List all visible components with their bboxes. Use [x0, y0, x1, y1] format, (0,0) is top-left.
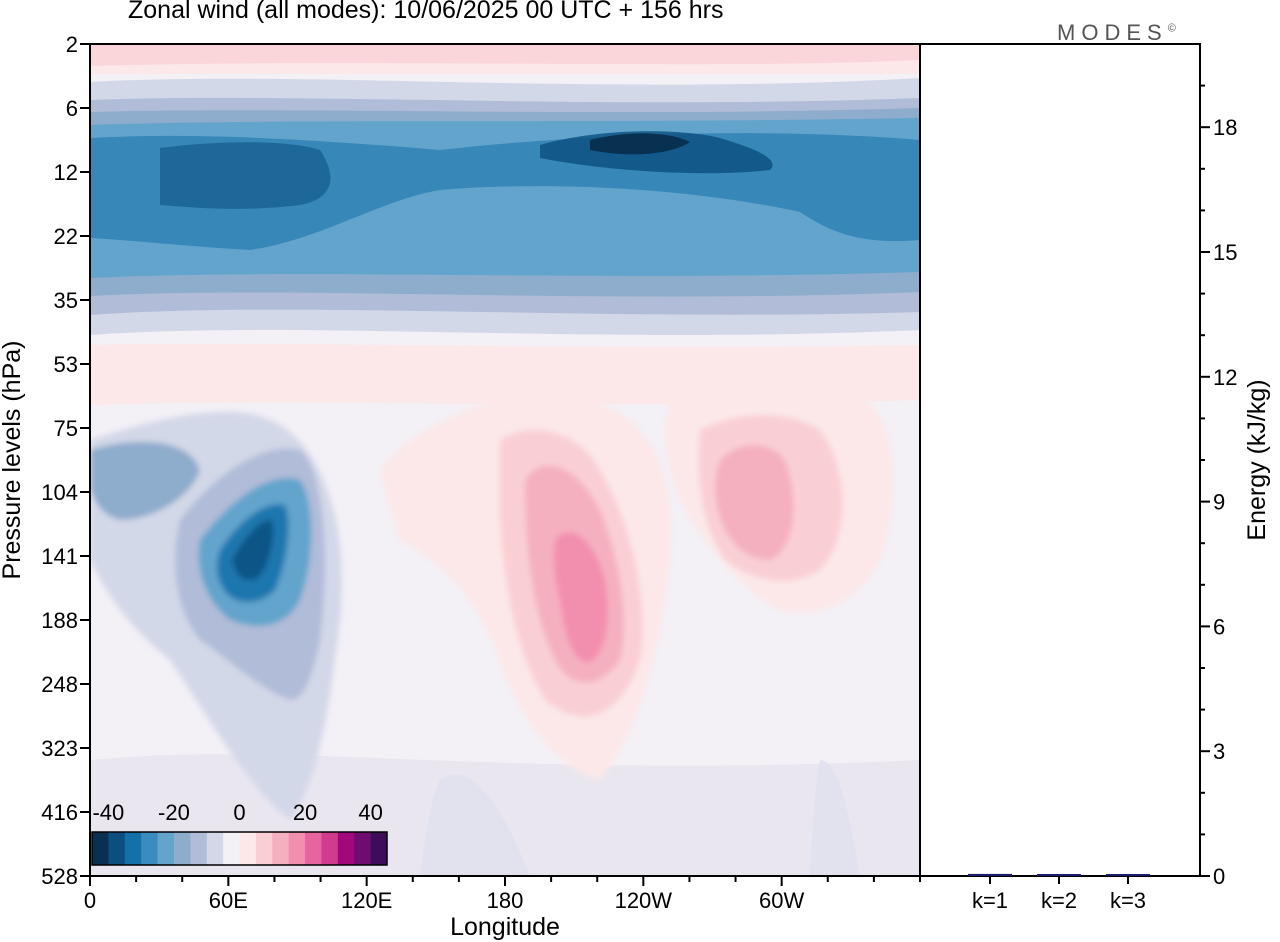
x-tick-label: 180 [487, 888, 524, 913]
colorbar-swatch [321, 832, 339, 865]
y-tick-label: 22 [54, 224, 78, 249]
colorbar-swatch [173, 832, 191, 865]
x-axis-longitude: 0 60E 120E 180 120W 60W [84, 876, 921, 913]
y-tick-label: 188 [41, 608, 78, 633]
contour-field [90, 44, 920, 876]
colorbar-swatch [255, 832, 273, 865]
energy-tick-label: 6 [1213, 614, 1225, 639]
colorbar-swatch [141, 832, 159, 865]
colorbar-swatch [157, 832, 175, 865]
x-tick-label: 0 [84, 888, 96, 913]
y-tick-label: 53 [54, 352, 78, 377]
copyright-mark: © [1167, 22, 1176, 35]
y-axis-energy: 0 3 6 9 12 15 18 [1200, 84, 1237, 889]
colorbar-tick-label: 20 [293, 800, 317, 825]
colorbar: -40 -20 0 20 40 [91, 800, 388, 866]
energy-tick-label: 12 [1213, 365, 1237, 390]
colorbar-swatch [124, 832, 142, 865]
brand-logo: MODES© [1057, 20, 1176, 46]
energy-category-label: k=2 [1041, 888, 1077, 913]
energy-bar [1106, 874, 1150, 876]
y-tick-label: 2 [66, 32, 78, 57]
energy-bar [968, 873, 1012, 876]
colorbar-swatch [337, 832, 355, 865]
colorbar-tick-label: -40 [92, 800, 124, 825]
x-tick-label: 60W [759, 888, 804, 913]
energy-bars: k=1 k=2 k=3 [968, 873, 1150, 913]
y-tick-label: 75 [54, 416, 78, 441]
colorbar-swatch [272, 832, 290, 865]
colorbar-tick-label: 40 [358, 800, 382, 825]
x-tick-label: 60E [209, 888, 248, 913]
y-axis-pressure: 2 6 12 22 35 53 75 104 141 188 248 323 416 528 [41, 32, 90, 889]
energy-tick-label: 3 [1213, 739, 1225, 764]
colorbar-tick-label: 0 [233, 800, 245, 825]
colorbar-swatch [206, 832, 224, 865]
x-axis-label: Longitude [450, 913, 560, 941]
chart-title: Zonal wind (all modes): 10/06/2025 00 UT… [128, 0, 724, 24]
y-tick-label: 141 [41, 544, 78, 569]
colorbar-swatch [223, 832, 240, 865]
y-axis-label-right: Energy (kJ/kg) [1243, 379, 1271, 540]
energy-tick-label: 0 [1213, 864, 1225, 889]
colorbar-swatch [108, 832, 126, 865]
y-axis-label-left: Pressure levels (hPa) [0, 341, 26, 580]
energy-tick-label: 9 [1213, 490, 1225, 515]
energy-panel-frame [919, 43, 1201, 877]
y-tick-label: 323 [41, 736, 78, 761]
colorbar-swatch [370, 832, 388, 865]
brand-text: MODES [1057, 20, 1168, 45]
y-tick-label: 12 [54, 160, 78, 185]
colorbar-tick-label: -20 [158, 800, 190, 825]
energy-category-label: k=1 [972, 888, 1008, 913]
colorbar-swatch [305, 832, 322, 865]
y-tick-label: 248 [41, 672, 78, 697]
energy-bar [1037, 874, 1081, 876]
y-tick-label: 35 [54, 288, 78, 313]
colorbar-swatch [354, 832, 372, 865]
y-tick-label: 104 [41, 480, 78, 505]
y-tick-label: 416 [41, 800, 78, 825]
energy-tick-label: 18 [1213, 115, 1237, 140]
y-tick-label: 6 [66, 96, 78, 121]
colorbar-frame [91, 831, 388, 866]
colorbar-swatch [288, 832, 306, 865]
colorbar-swatch [239, 832, 257, 865]
energy-tick-label: 15 [1213, 240, 1237, 265]
x-tick-label: 120E [341, 888, 392, 913]
colorbar-swatch [92, 832, 109, 865]
colorbar-swatch [190, 832, 208, 865]
x-tick-label: 120W [615, 888, 673, 913]
y-tick-label: 528 [41, 864, 78, 889]
energy-category-label: k=3 [1110, 888, 1146, 913]
